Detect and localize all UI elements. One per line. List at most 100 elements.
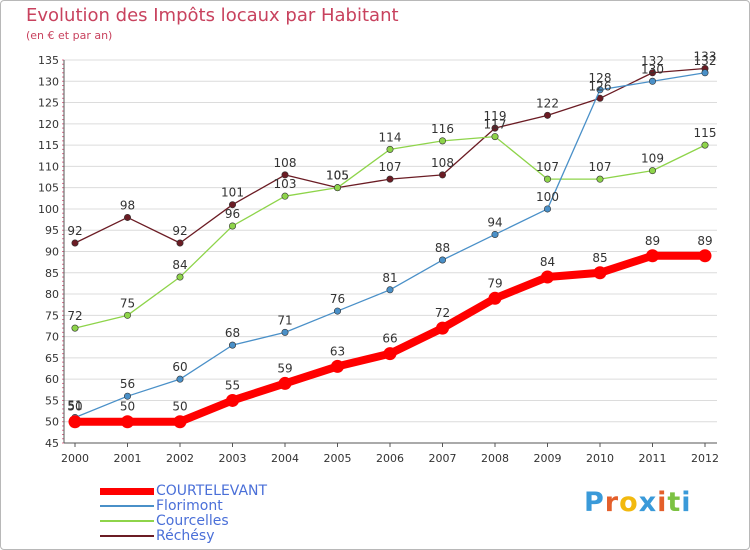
data-label: 84 bbox=[172, 258, 187, 272]
data-point bbox=[229, 201, 237, 209]
logo-letter: r bbox=[604, 487, 620, 518]
logo-letter: o bbox=[619, 487, 639, 518]
legend-swatch bbox=[100, 505, 154, 507]
x-tick-label: 2006 bbox=[376, 452, 404, 465]
data-label: 105 bbox=[326, 169, 349, 183]
y-tick-label: 75 bbox=[45, 309, 59, 322]
data-label: 84 bbox=[540, 255, 555, 269]
data-label: 116 bbox=[431, 122, 454, 136]
x-tick-label: 2011 bbox=[639, 452, 667, 465]
y-tick-label: 50 bbox=[45, 416, 59, 429]
data-label: 66 bbox=[382, 332, 397, 346]
data-point bbox=[701, 141, 709, 149]
data-label: 63 bbox=[330, 344, 345, 358]
data-point bbox=[333, 184, 341, 192]
legend-swatch bbox=[100, 520, 154, 522]
data-point bbox=[124, 311, 132, 319]
data-point bbox=[543, 205, 551, 213]
y-tick-label: 105 bbox=[38, 182, 59, 195]
data-label: 105 bbox=[326, 169, 349, 183]
data-point bbox=[646, 249, 659, 263]
data-point bbox=[229, 341, 237, 349]
legend-label: Florimont bbox=[156, 498, 223, 514]
y-tick-label: 70 bbox=[45, 331, 59, 344]
axes: 45 50 55 60 65 70 75 80 85 90 95 100 105 110 115 120 125… bbox=[38, 54, 719, 465]
logo-letter: i bbox=[657, 487, 668, 518]
data-point bbox=[593, 266, 607, 280]
data-label: 92 bbox=[172, 224, 187, 238]
data-label: 130 bbox=[641, 62, 664, 76]
data-label: 103 bbox=[274, 177, 297, 191]
x-tick-label: 2003 bbox=[219, 452, 247, 465]
y-tick-label: 100 bbox=[38, 203, 59, 216]
y-tick-label: 110 bbox=[38, 160, 59, 173]
x-tick-label: 2012 bbox=[691, 452, 719, 465]
data-point bbox=[438, 137, 446, 145]
data-point bbox=[121, 415, 134, 429]
data-label: 108 bbox=[274, 156, 297, 170]
data-label: 85 bbox=[592, 251, 607, 265]
data-point bbox=[278, 376, 292, 390]
data-label: 119 bbox=[484, 109, 507, 123]
x-tick-label: 2001 bbox=[114, 452, 142, 465]
data-point bbox=[541, 270, 554, 284]
y-tick-label: 60 bbox=[45, 373, 59, 386]
data-point bbox=[68, 415, 82, 429]
y-tick-label: 45 bbox=[45, 437, 59, 450]
data-point bbox=[491, 230, 499, 238]
data-point bbox=[648, 77, 656, 85]
series-line bbox=[74, 67, 706, 244]
data-point bbox=[386, 286, 394, 294]
x-tick-label: 2008 bbox=[481, 452, 509, 465]
data-point bbox=[648, 69, 656, 77]
data-label: 89 bbox=[697, 234, 712, 248]
data-point bbox=[386, 175, 394, 183]
data-point bbox=[226, 393, 239, 407]
legend-label: Courcelles bbox=[156, 513, 229, 529]
legend-label: COURTELEVANT bbox=[156, 483, 268, 499]
proxiti-logo: Proxiti bbox=[584, 487, 692, 518]
data-label: 94 bbox=[487, 215, 502, 229]
data-label: 76 bbox=[330, 292, 345, 306]
data-label: 60 bbox=[172, 360, 187, 374]
y-tick-label: 120 bbox=[38, 118, 59, 131]
y-tick-label: 85 bbox=[45, 267, 59, 280]
data-label: 115 bbox=[694, 126, 717, 140]
data-label: 81 bbox=[382, 271, 397, 285]
data-point bbox=[71, 239, 79, 247]
data-label: 72 bbox=[435, 306, 450, 320]
data-point bbox=[491, 133, 499, 141]
grid bbox=[64, 59, 717, 444]
legend-swatch bbox=[100, 535, 154, 537]
data-label: 117 bbox=[484, 118, 507, 132]
data-label: 59 bbox=[277, 361, 292, 375]
data-label: 71 bbox=[277, 313, 292, 327]
logo-letter: x bbox=[638, 487, 658, 518]
logo-letter: t bbox=[667, 487, 682, 518]
data-label: 114 bbox=[379, 130, 402, 144]
x-tick-label: 2005 bbox=[324, 452, 352, 465]
data-point bbox=[648, 167, 656, 175]
data-point bbox=[491, 124, 499, 132]
data-point bbox=[543, 175, 551, 183]
data-label: 98 bbox=[120, 198, 135, 212]
data-label: 96 bbox=[225, 207, 240, 221]
data-label: 89 bbox=[645, 234, 660, 248]
logo-letter: i bbox=[681, 487, 692, 518]
data-point bbox=[543, 111, 551, 119]
legend-swatch bbox=[100, 487, 154, 495]
data-label: 100 bbox=[536, 190, 559, 204]
data-label: 108 bbox=[431, 156, 454, 170]
data-point bbox=[488, 291, 502, 305]
data-label: 72 bbox=[67, 309, 82, 323]
data-point bbox=[331, 359, 344, 373]
data-label: 75 bbox=[120, 296, 135, 310]
data-point bbox=[596, 175, 604, 183]
y-tick-label: 130 bbox=[38, 75, 59, 88]
x-tick-label: 2004 bbox=[271, 452, 299, 465]
data-point bbox=[281, 192, 289, 200]
data-label: 50 bbox=[172, 400, 187, 414]
